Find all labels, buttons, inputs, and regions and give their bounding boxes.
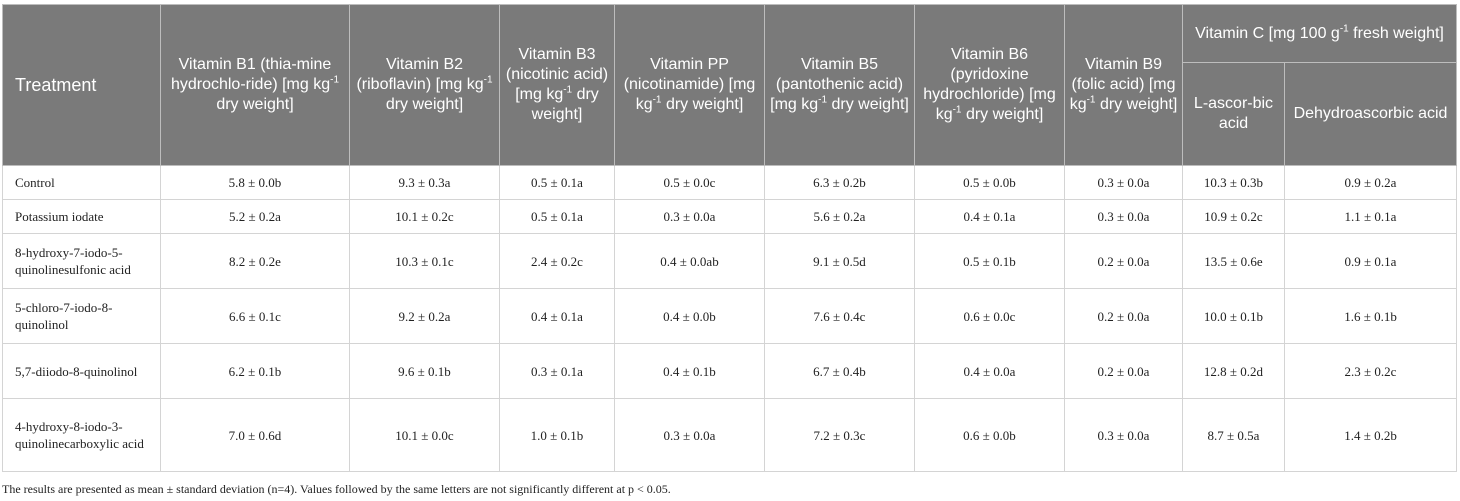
value-cell: 5.6 ± 0.2a [764, 199, 915, 234]
value-cell: 0.3 ± 0.1a [499, 343, 615, 399]
value-cell: 10.9 ± 0.2c [1182, 199, 1285, 234]
treatment-cell: 4-hydroxy-8-iodo-3-quinolinecarboxylic a… [2, 398, 161, 472]
header-vitamin-b6: Vitamin B6 (pyridoxine hydrochloride) [m… [914, 4, 1065, 166]
value-cell: 0.3 ± 0.0a [1064, 199, 1183, 234]
value-cell: 0.3 ± 0.0a [614, 398, 765, 472]
value-cell: 10.3 ± 0.3b [1182, 165, 1285, 200]
value-cell: 7.2 ± 0.3c [764, 398, 915, 472]
value-cell: 9.3 ± 0.3a [349, 165, 500, 200]
value-cell: 0.2 ± 0.0a [1064, 343, 1183, 399]
header-vitamin-pp: Vitamin PP (nicotinamide) [mg kg-1 dry w… [614, 4, 765, 166]
value-cell: 0.6 ± 0.0c [914, 288, 1065, 344]
table-footnote: The results are presented as mean ± stan… [2, 482, 671, 496]
value-cell: 0.4 ± 0.0ab [614, 233, 765, 289]
value-cell: 7.0 ± 0.6d [160, 398, 350, 472]
value-cell: 5.2 ± 0.2a [160, 199, 350, 234]
header-l-ascorbic-acid: L-ascor-bic acid [1182, 62, 1285, 166]
value-cell: 0.5 ± 0.1b [914, 233, 1065, 289]
value-cell: 0.4 ± 0.1a [499, 288, 615, 344]
value-cell: 1.4 ± 0.2b [1283, 398, 1458, 472]
treatment-cell: 5,7-diiodo-8-quinolinol [2, 343, 161, 399]
value-cell: 9.2 ± 0.2a [349, 288, 500, 344]
treatment-cell: 8-hydroxy-7-iodo-5-quinolinesulfonic aci… [2, 233, 161, 289]
treatment-cell: 5-chloro-7-iodo-8-quinolinol [2, 288, 161, 344]
value-cell: 6.6 ± 0.1c [160, 288, 350, 344]
value-cell: 0.5 ± 0.1a [499, 165, 615, 200]
value-cell: 10.0 ± 0.1b [1182, 288, 1285, 344]
value-cell: 0.5 ± 0.1a [499, 199, 615, 234]
value-cell: 5.8 ± 0.0b [160, 165, 350, 200]
table-row-potassium-iodate: Potassium iodate 5.2 ± 0.2a 10.1 ± 0.2c … [2, 199, 1458, 234]
header-vitamin-b1: Vitamin B1 (thia-mine hydrochlo-ride) [m… [160, 4, 350, 166]
value-cell: 7.6 ± 0.4c [764, 288, 915, 344]
value-cell: 0.3 ± 0.0a [1064, 398, 1183, 472]
value-cell: 12.8 ± 0.2d [1182, 343, 1285, 399]
value-cell: 8.2 ± 0.2e [160, 233, 350, 289]
value-cell: 0.4 ± 0.0a [914, 343, 1065, 399]
value-cell: 0.3 ± 0.0a [614, 199, 765, 234]
header-vitamin-b9: Vitamin B9 (folic acid) [mg kg-1 dry wei… [1064, 4, 1183, 166]
value-cell: 0.5 ± 0.0c [614, 165, 765, 200]
value-cell: 6.7 ± 0.4b [764, 343, 915, 399]
vitamin-table-container: Treatment Vitamin B1 (thia-mine hydrochl… [2, 4, 1458, 472]
value-cell: 1.0 ± 0.1b [499, 398, 615, 472]
value-cell: 1.6 ± 0.1b [1283, 288, 1458, 344]
value-cell: 0.4 ± 0.0b [614, 288, 765, 344]
treatment-cell: Potassium iodate [2, 199, 161, 234]
value-cell: 9.6 ± 0.1b [349, 343, 500, 399]
value-cell: 2.3 ± 0.2c [1283, 343, 1458, 399]
header-vitamin-c: Vitamin C [mg 100 g-1 fresh weight] [1181, 4, 1458, 63]
value-cell: 0.2 ± 0.0a [1064, 233, 1183, 289]
value-cell: 6.2 ± 0.1b [160, 343, 350, 399]
header-vitamin-b5: Vitamin B5 (pantothenic acid) [mg kg-1 d… [764, 4, 915, 166]
value-cell: 0.9 ± 0.2a [1283, 165, 1458, 200]
table-row-4-hydroxy-8-iodo-3-quinolinecarboxylic-acid: 4-hydroxy-8-iodo-3-quinolinecarboxylic a… [2, 398, 1458, 472]
value-cell: 0.6 ± 0.0b [914, 398, 1065, 472]
table-row-5-7-diiodo-8-quinolinol: 5,7-diiodo-8-quinolinol 6.2 ± 0.1b 9.6 ±… [2, 343, 1458, 399]
header-vitamin-b2: Vitamin B2 (riboflavin) [mg kg-1 dry wei… [349, 4, 500, 166]
value-cell: 8.7 ± 0.5a [1182, 398, 1285, 472]
value-cell: 6.3 ± 0.2b [764, 165, 915, 200]
value-cell: 13.5 ± 0.6e [1182, 233, 1285, 289]
vitamin-content-table: Treatment Vitamin B1 (thia-mine hydrochl… [2, 4, 1458, 472]
header-dehydroascorbic-acid: Dehydroascorbic acid [1283, 62, 1458, 166]
header-vitamin-b3: Vitamin B3 (nicotinic acid) [mg kg-1 dry… [499, 4, 615, 166]
value-cell: 10.1 ± 0.2c [349, 199, 500, 234]
header-treatment: Treatment [2, 4, 161, 166]
value-cell: 1.1 ± 0.1a [1283, 199, 1458, 234]
value-cell: 0.2 ± 0.0a [1064, 288, 1183, 344]
value-cell: 2.4 ± 0.2c [499, 233, 615, 289]
treatment-cell: Control [2, 165, 161, 200]
value-cell: 10.3 ± 0.1c [349, 233, 500, 289]
table-row-8-hydroxy-7-iodo-5-quinolinesulfonic-acid: 8-hydroxy-7-iodo-5-quinolinesulfonic aci… [2, 233, 1458, 289]
table-row-control: Control 5.8 ± 0.0b 9.3 ± 0.3a 0.5 ± 0.1a… [2, 165, 1458, 200]
value-cell: 0.3 ± 0.0a [1064, 165, 1183, 200]
value-cell: 0.4 ± 0.1b [614, 343, 765, 399]
value-cell: 10.1 ± 0.0c [349, 398, 500, 472]
table-row-5-chloro-7-iodo-8-quinolinol: 5-chloro-7-iodo-8-quinolinol 6.6 ± 0.1c … [2, 288, 1458, 344]
value-cell: 0.9 ± 0.1a [1283, 233, 1458, 289]
value-cell: 0.5 ± 0.0b [914, 165, 1065, 200]
value-cell: 0.4 ± 0.1a [914, 199, 1065, 234]
value-cell: 9.1 ± 0.5d [764, 233, 915, 289]
